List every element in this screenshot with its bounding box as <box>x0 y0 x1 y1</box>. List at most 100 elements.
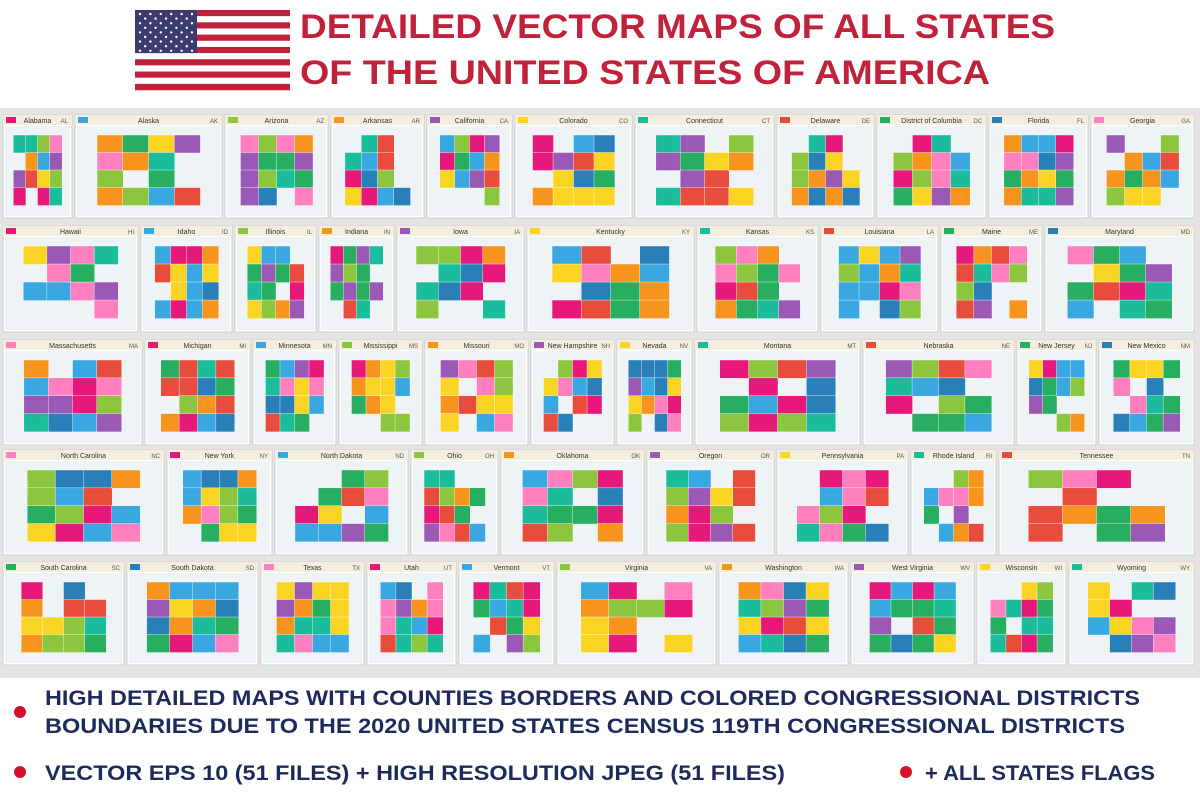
district <box>330 263 345 283</box>
tile-flag <box>534 342 544 348</box>
tile-header <box>225 115 328 125</box>
district <box>688 523 712 543</box>
district <box>938 413 966 433</box>
district <box>1109 616 1133 636</box>
tile-header <box>1091 115 1194 125</box>
district <box>805 581 830 601</box>
district <box>308 359 325 379</box>
district <box>25 169 39 189</box>
district <box>279 413 296 433</box>
district <box>63 634 86 653</box>
district <box>641 395 656 415</box>
district <box>294 505 319 525</box>
district <box>738 634 762 653</box>
tile-header <box>145 340 250 350</box>
state-tile: Colorado CO <box>514 114 633 219</box>
tile-header <box>235 226 316 236</box>
district <box>484 169 500 189</box>
district <box>237 469 257 489</box>
district <box>628 377 643 397</box>
district <box>63 616 86 636</box>
district <box>344 169 362 189</box>
tile-name: Missouri <box>463 343 490 350</box>
district <box>146 634 171 653</box>
district <box>182 469 202 489</box>
district <box>732 487 756 507</box>
district <box>484 134 500 154</box>
district <box>55 505 85 525</box>
district <box>1129 395 1148 415</box>
district <box>47 377 74 397</box>
district <box>1055 152 1074 171</box>
tile-name: Pennsylvania <box>822 453 864 460</box>
district <box>197 377 217 397</box>
district <box>37 134 51 154</box>
district <box>96 377 122 397</box>
district <box>1028 377 1044 397</box>
tile-name: Oklahoma <box>557 453 589 460</box>
tile-header <box>863 340 1014 350</box>
district <box>482 245 506 265</box>
tile-flag <box>504 452 514 458</box>
district <box>791 152 810 171</box>
state-tile: Georgia GA <box>1090 114 1195 219</box>
district <box>473 634 491 653</box>
district <box>37 187 51 206</box>
tile-flag <box>414 452 424 458</box>
district <box>760 599 785 618</box>
tile-flag <box>370 564 380 570</box>
district <box>911 413 940 433</box>
district <box>258 187 278 206</box>
district <box>639 245 670 265</box>
state-tile: Arkansas AR <box>330 114 425 219</box>
district <box>1119 263 1147 283</box>
flag-star <box>180 31 183 34</box>
tile-header <box>319 226 394 236</box>
district <box>581 281 612 301</box>
state-tile: Kentucky KY <box>526 225 695 333</box>
district <box>276 616 296 636</box>
district <box>522 616 541 636</box>
district <box>738 599 762 618</box>
district <box>608 581 638 601</box>
tile-header <box>515 115 632 125</box>
flag-star <box>144 35 147 39</box>
district <box>192 581 217 601</box>
tile-abbr: VA <box>704 566 712 572</box>
state-tile: Delaware DE <box>776 114 875 219</box>
district <box>42 634 65 653</box>
district <box>37 152 51 171</box>
district <box>146 616 171 636</box>
tile-abbr: NV <box>680 344 688 350</box>
district <box>610 263 641 283</box>
tile-abbr: CT <box>762 119 770 125</box>
district <box>543 377 559 397</box>
tile-name: Idaho <box>178 229 196 236</box>
tile-abbr: IL <box>307 230 313 236</box>
district <box>665 469 689 489</box>
district <box>1160 169 1180 189</box>
district <box>748 413 779 433</box>
district <box>186 245 204 265</box>
state-tile: Arizona AZ <box>224 114 329 219</box>
flag-star <box>190 22 194 25</box>
district <box>55 469 85 489</box>
district <box>294 599 314 618</box>
tile-abbr: MO <box>514 344 524 350</box>
district <box>454 169 471 189</box>
district <box>1008 245 1028 265</box>
district <box>506 634 524 653</box>
district <box>679 169 706 189</box>
district <box>265 413 281 433</box>
tile-name: Colorado <box>559 118 588 125</box>
district <box>494 377 514 397</box>
district <box>688 487 712 507</box>
district <box>552 152 575 171</box>
district <box>49 134 63 154</box>
tile-abbr: SC <box>112 566 121 572</box>
district <box>912 581 935 601</box>
district <box>294 134 314 154</box>
tile-header <box>253 340 336 350</box>
tile-flag <box>278 452 288 458</box>
